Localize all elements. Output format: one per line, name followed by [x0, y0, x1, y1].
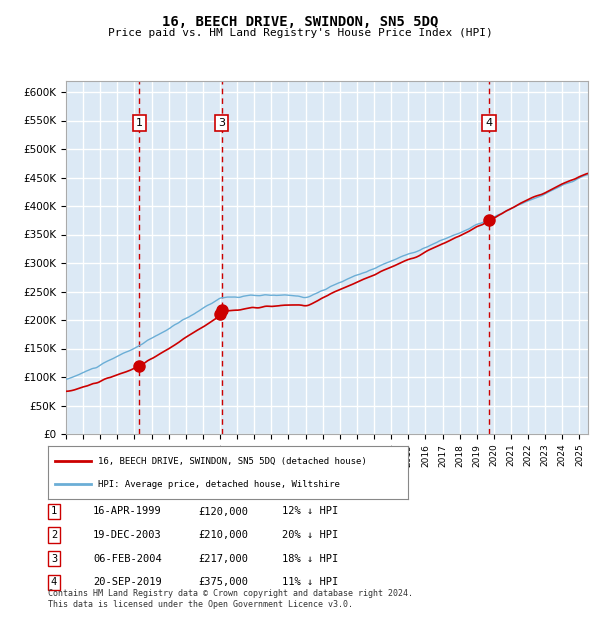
- Text: £217,000: £217,000: [198, 554, 248, 564]
- Text: 1: 1: [136, 118, 143, 128]
- Text: 3: 3: [51, 554, 57, 564]
- Text: 20-SEP-2019: 20-SEP-2019: [93, 577, 162, 587]
- Text: £375,000: £375,000: [198, 577, 248, 587]
- Text: 16, BEECH DRIVE, SWINDON, SN5 5DQ (detached house): 16, BEECH DRIVE, SWINDON, SN5 5DQ (detac…: [98, 457, 367, 466]
- Text: 16-APR-1999: 16-APR-1999: [93, 507, 162, 516]
- Text: £120,000: £120,000: [198, 507, 248, 516]
- Text: HPI: Average price, detached house, Wiltshire: HPI: Average price, detached house, Wilt…: [98, 480, 340, 489]
- Text: 4: 4: [51, 577, 57, 587]
- Text: 20% ↓ HPI: 20% ↓ HPI: [282, 530, 338, 540]
- Text: Contains HM Land Registry data © Crown copyright and database right 2024.
This d: Contains HM Land Registry data © Crown c…: [48, 590, 413, 609]
- Text: 18% ↓ HPI: 18% ↓ HPI: [282, 554, 338, 564]
- Text: £210,000: £210,000: [198, 530, 248, 540]
- Text: 2: 2: [51, 530, 57, 540]
- Text: 11% ↓ HPI: 11% ↓ HPI: [282, 577, 338, 587]
- Text: 06-FEB-2004: 06-FEB-2004: [93, 554, 162, 564]
- Text: 4: 4: [485, 118, 493, 128]
- Text: 1: 1: [51, 507, 57, 516]
- Text: 12% ↓ HPI: 12% ↓ HPI: [282, 507, 338, 516]
- Text: 19-DEC-2003: 19-DEC-2003: [93, 530, 162, 540]
- Text: 16, BEECH DRIVE, SWINDON, SN5 5DQ: 16, BEECH DRIVE, SWINDON, SN5 5DQ: [162, 16, 438, 30]
- Text: 3: 3: [218, 118, 225, 128]
- Text: Price paid vs. HM Land Registry's House Price Index (HPI): Price paid vs. HM Land Registry's House …: [107, 28, 493, 38]
